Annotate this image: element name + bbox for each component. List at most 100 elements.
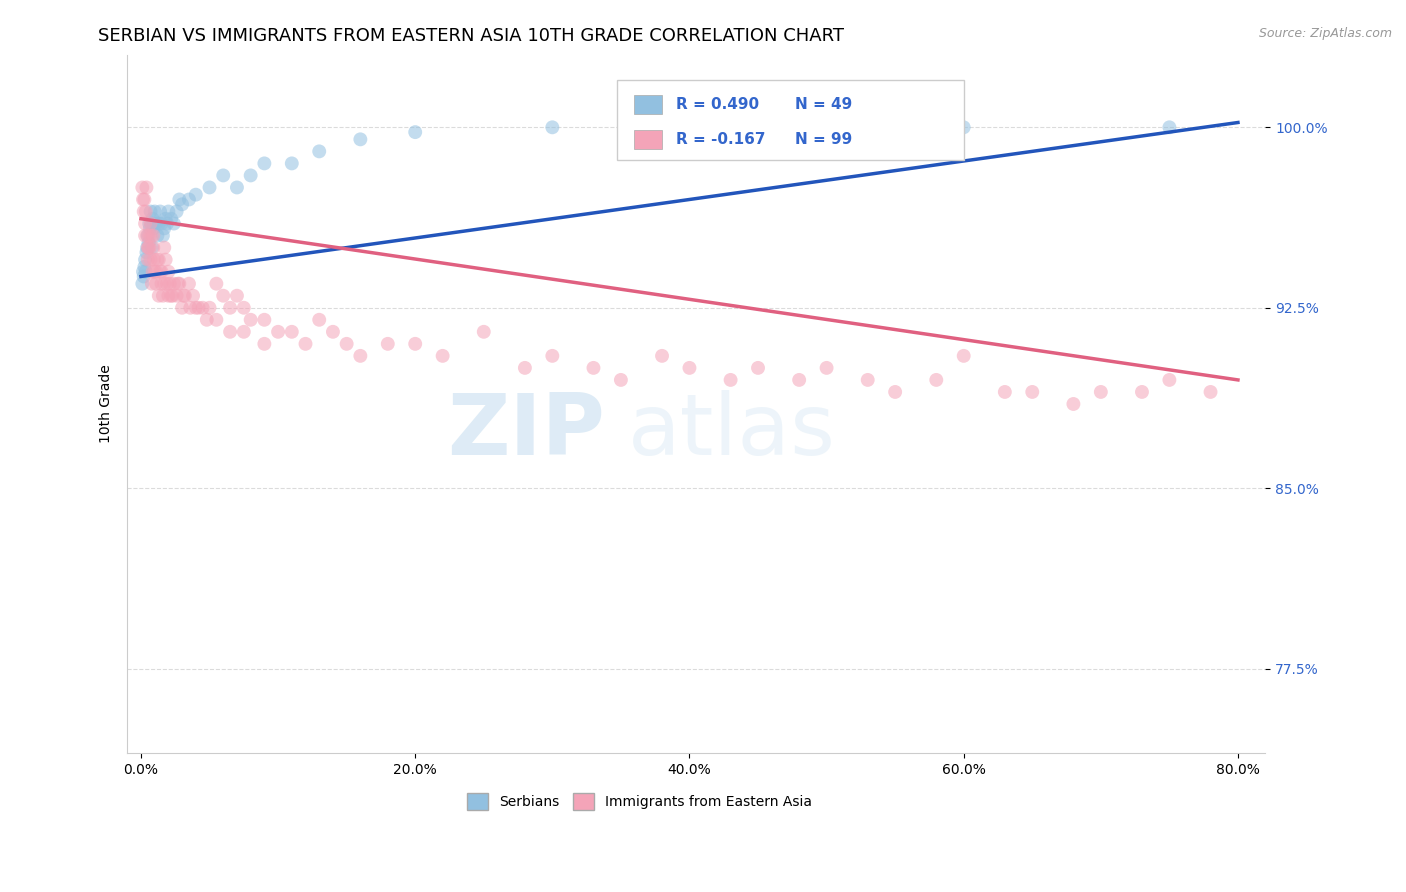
Point	[162, 289, 184, 303]
Point	[134, 252, 156, 267]
Point	[143, 217, 166, 231]
Point	[925, 373, 948, 387]
Point	[155, 211, 177, 226]
Point	[167, 277, 190, 291]
Point	[153, 277, 176, 291]
Point	[131, 277, 153, 291]
Point	[135, 265, 157, 279]
FancyBboxPatch shape	[617, 79, 963, 160]
Point	[148, 217, 170, 231]
Text: atlas: atlas	[628, 391, 837, 474]
Point	[884, 384, 907, 399]
Point	[143, 204, 166, 219]
Point	[651, 349, 673, 363]
Point	[404, 125, 426, 139]
Point	[541, 349, 564, 363]
Point	[166, 289, 188, 303]
Point	[145, 217, 167, 231]
Point	[177, 277, 200, 291]
Point	[219, 301, 242, 315]
Point	[184, 301, 207, 315]
Point	[156, 217, 179, 231]
Point	[1159, 373, 1181, 387]
Point	[149, 204, 172, 219]
Point	[138, 228, 160, 243]
Point	[142, 221, 165, 235]
Point	[138, 235, 160, 250]
Point	[349, 132, 371, 146]
Point	[205, 277, 228, 291]
Point	[294, 336, 316, 351]
Point	[1130, 384, 1153, 399]
Point	[177, 193, 200, 207]
Point	[142, 228, 165, 243]
Point	[142, 211, 165, 226]
Point	[267, 325, 290, 339]
Point	[198, 180, 221, 194]
Point	[142, 241, 165, 255]
Text: N = 99: N = 99	[796, 132, 852, 147]
Point	[281, 156, 304, 170]
Point	[172, 301, 194, 315]
Point	[153, 241, 176, 255]
Point	[152, 289, 174, 303]
Point	[150, 277, 173, 291]
Point	[226, 180, 249, 194]
Point	[163, 217, 186, 231]
Y-axis label: 10th Grade: 10th Grade	[100, 365, 114, 443]
Text: SERBIAN VS IMMIGRANTS FROM EASTERN ASIA 10TH GRADE CORRELATION CHART: SERBIAN VS IMMIGRANTS FROM EASTERN ASIA …	[98, 27, 845, 45]
Point	[1159, 120, 1181, 135]
Point	[219, 325, 242, 339]
Text: N = 49: N = 49	[796, 97, 852, 112]
Point	[226, 289, 249, 303]
Point	[432, 349, 454, 363]
Point	[184, 187, 207, 202]
Point	[160, 211, 183, 226]
Point	[172, 289, 194, 303]
Point	[212, 169, 235, 183]
Point	[132, 193, 155, 207]
Point	[160, 289, 183, 303]
Point	[134, 193, 156, 207]
Point	[138, 241, 160, 255]
Point	[308, 312, 330, 326]
Point	[141, 241, 163, 255]
Point	[139, 221, 162, 235]
Point	[212, 289, 235, 303]
Point	[136, 241, 159, 255]
Point	[322, 325, 344, 339]
Point	[135, 204, 157, 219]
Point	[582, 360, 605, 375]
Point	[232, 325, 254, 339]
Point	[308, 145, 330, 159]
Point	[142, 265, 165, 279]
Point	[148, 289, 170, 303]
Point	[513, 360, 536, 375]
Point	[169, 277, 191, 291]
Point	[139, 252, 162, 267]
Point	[253, 312, 276, 326]
Point	[157, 265, 180, 279]
Point	[135, 180, 157, 194]
Point	[145, 265, 167, 279]
Point	[136, 252, 159, 267]
Point	[159, 277, 181, 291]
Point	[136, 228, 159, 243]
Point	[139, 241, 162, 255]
Point	[146, 252, 169, 267]
Point	[377, 336, 399, 351]
Point	[145, 277, 167, 291]
Point	[239, 312, 262, 326]
Point	[136, 241, 159, 255]
Point	[166, 204, 188, 219]
Point	[157, 289, 180, 303]
Point	[134, 260, 156, 274]
Point	[132, 269, 155, 284]
Point	[1090, 384, 1112, 399]
Point	[143, 252, 166, 267]
Point	[143, 265, 166, 279]
Point	[141, 277, 163, 291]
Point	[141, 217, 163, 231]
Point	[815, 360, 838, 375]
Point	[155, 252, 177, 267]
